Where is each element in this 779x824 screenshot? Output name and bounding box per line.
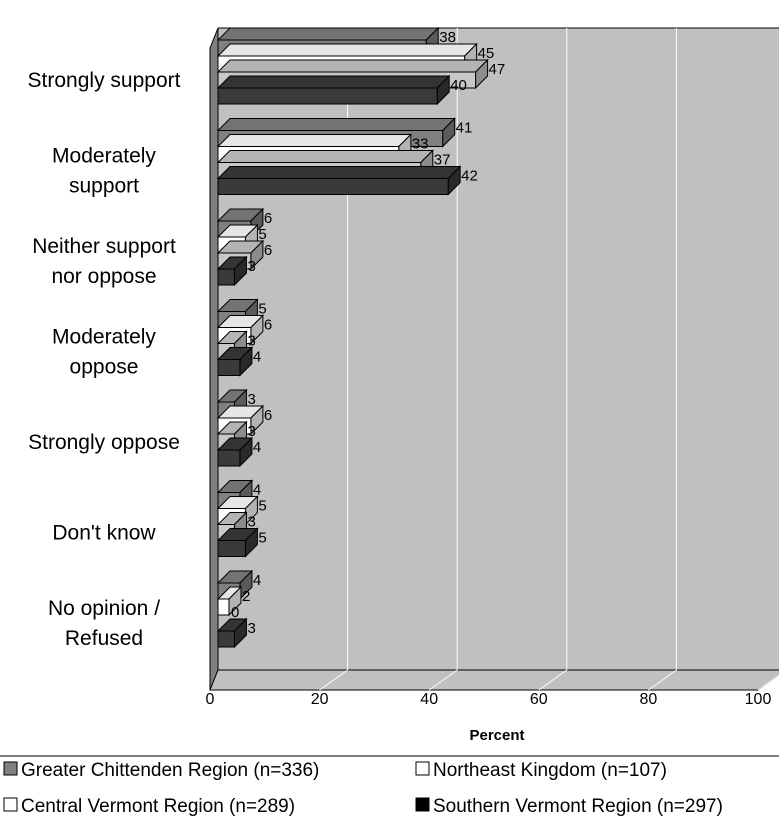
data-label: 3 (247, 333, 255, 350)
bar (216, 346, 254, 377)
tick-label: 100 (745, 691, 772, 708)
category-label: nor oppose (51, 265, 156, 288)
data-label: 3 (247, 514, 255, 531)
category-label: Strongly oppose (28, 431, 180, 454)
data-label: 38 (439, 29, 456, 46)
bar (216, 74, 451, 106)
legend-item: Central Vermont Region (n=289) (3, 796, 295, 817)
category-label: Strongly support (28, 69, 181, 92)
bar (216, 585, 243, 617)
tick-label: 80 (640, 691, 658, 708)
x-axis-title: Percent (469, 727, 524, 744)
bars (216, 26, 489, 649)
category-labels: Strongly support Moderately support Neither… (28, 69, 181, 650)
bar (216, 527, 259, 558)
tick-label: 60 (530, 691, 548, 708)
legend-item: Northeast Kingdom (n=107) (415, 760, 667, 781)
data-label: 47 (489, 61, 506, 78)
data-label: 2 (242, 588, 250, 605)
data-label: 5 (258, 226, 266, 243)
data-label: 6 (264, 210, 272, 227)
data-label: 37 (434, 152, 451, 169)
legend-item: Southern Vermont Region (n=297) (415, 796, 723, 817)
data-label: 42 (461, 168, 478, 185)
legend-swatch (415, 761, 430, 776)
legend-swatch (3, 761, 18, 776)
legend-item: Greater Chittenden Region (n=336) (3, 760, 319, 781)
data-label: 40 (450, 77, 467, 94)
bar (216, 165, 462, 196)
side-wall (209, 27, 219, 691)
data-label: 4 (253, 439, 261, 456)
data-label: 45 (478, 45, 495, 62)
data-label: 5 (258, 301, 266, 318)
category-label: Moderately (52, 145, 156, 168)
data-label: 6 (264, 242, 272, 259)
data-label: 3 (247, 258, 255, 275)
category-label: Neither support (32, 235, 176, 258)
legend-swatch (3, 797, 18, 812)
data-label: 33 (412, 136, 429, 153)
tick-label: 40 (420, 691, 438, 708)
data-label: 3 (247, 391, 255, 408)
category-label: oppose (70, 356, 139, 379)
category-label: Moderately (52, 326, 156, 349)
category-label: Refused (65, 627, 143, 650)
category-label: Don't know (52, 522, 156, 545)
data-label: 4 (253, 349, 261, 366)
legend-label: Northeast Kingdom (n=107) (433, 760, 667, 781)
data-label: 6 (264, 407, 272, 424)
legend-label: Southern Vermont Region (n=297) (433, 796, 723, 817)
gridlines (319, 28, 779, 691)
category-label: No opinion / (48, 597, 160, 620)
legend-label: Central Vermont Region (n=289) (21, 796, 295, 817)
data-label: 5 (258, 498, 266, 515)
floor-gridline (538, 669, 568, 691)
tick-label: 20 (311, 691, 329, 708)
data-label: 5 (258, 530, 266, 547)
floor-gridline (319, 669, 348, 691)
bar (216, 255, 248, 287)
floor-gridline (648, 669, 677, 691)
floor-gridline (428, 669, 458, 691)
category-label: support (69, 175, 139, 198)
data-label: 41 (456, 120, 473, 137)
tick-label: 0 (206, 691, 215, 708)
data-label: 4 (253, 482, 261, 499)
bar (216, 617, 248, 649)
legend-label: Greater Chittenden Region (n=336) (21, 760, 319, 781)
data-label: 0 (231, 604, 239, 621)
data-label: 3 (247, 423, 255, 440)
legend-swatch (415, 797, 430, 812)
x-axis-ticks: 0 20 40 60 80 100 (206, 691, 772, 708)
bar (216, 436, 254, 468)
legend: Greater Chittenden Region (n=336) Northea… (3, 760, 723, 817)
data-label: 3 (247, 620, 255, 637)
floor-gridline (757, 674, 779, 691)
data-label: 6 (264, 317, 272, 334)
floor (209, 669, 779, 691)
data-label: 4 (253, 572, 261, 589)
